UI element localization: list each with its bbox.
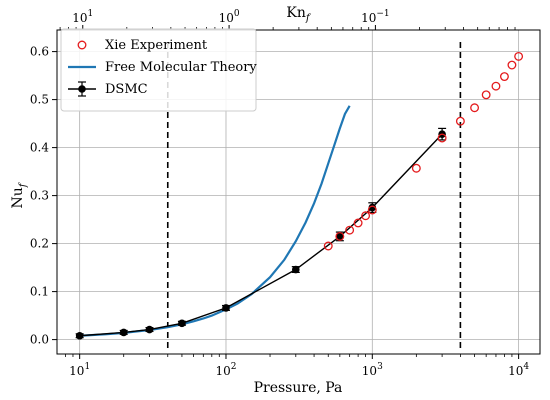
y-tick-label: 0.6	[30, 45, 49, 59]
xie-experiment-point	[514, 51, 524, 61]
xie-experiment-point	[481, 90, 491, 100]
xie-experiment-point	[455, 116, 465, 126]
x-tick-label-base: 10	[69, 364, 84, 378]
legend-entry-label: DSMC	[105, 82, 148, 97]
y-tick-label: 0.4	[30, 141, 49, 155]
plot-series	[75, 51, 524, 340]
top-axis-title: Knf	[286, 5, 311, 24]
x-tick-label-exp: 4	[523, 362, 529, 372]
xie-experiment-point	[491, 81, 501, 91]
free-molecular-theory-line	[79, 105, 351, 337]
xie-experiment-point	[470, 103, 480, 113]
dsmc-point	[119, 328, 128, 337]
xie-experiment-point	[367, 205, 377, 215]
legend-entry-label: Xie Experiment	[105, 38, 208, 53]
x-tick-label-base: 10	[215, 364, 230, 378]
xie-experiment-point	[353, 218, 363, 228]
y-axis-title-main: Nu	[10, 187, 26, 208]
dsmc-point	[291, 265, 300, 274]
xie-experiment-point	[323, 241, 333, 251]
xie-experiment-point	[437, 133, 447, 143]
x-tick-label: 104	[508, 362, 529, 378]
top-tick-label-base: 10	[72, 11, 87, 25]
top-tick-label-base: 10	[219, 11, 234, 25]
legend-marker-xie	[77, 40, 87, 50]
dsmc-point	[336, 232, 344, 241]
legend-marker-dsmc-point	[78, 85, 86, 93]
dsmc-line	[79, 133, 443, 337]
legend: Xie Experiment Free Molecular Theory DSMC	[60, 28, 257, 112]
top-tick-label-exp: −1	[376, 9, 389, 19]
top-tick-label: 100	[219, 9, 240, 25]
x-tick-label-base: 10	[508, 364, 523, 378]
dsmc-point	[75, 331, 84, 340]
y-tick-label: 0.2	[30, 237, 49, 251]
top-tick-label: 10−1	[361, 9, 390, 25]
dsmc-point	[145, 325, 154, 334]
y-axis-title: Nuf	[10, 181, 29, 208]
x-tick-label: 102	[215, 362, 236, 378]
xie-experiment-point	[499, 72, 509, 82]
top-tick-label-exp: 1	[88, 9, 94, 19]
top-axis-title-sub: f	[305, 13, 312, 24]
x-tick-label-base: 10	[362, 364, 377, 378]
x-tick-label-exp: 1	[84, 362, 90, 372]
y-tick-label: 0.1	[30, 285, 49, 299]
top-axis-title-main: Kn	[286, 5, 305, 21]
dsmc-point	[368, 203, 377, 212]
xie-experiment-point	[507, 60, 517, 70]
top-tick-label: 101	[72, 9, 93, 25]
dsmc-point	[178, 319, 186, 328]
x-tick-label: 103	[362, 362, 383, 378]
x-axis-title: Pressure, Pa	[254, 380, 343, 396]
xie-experiment-point	[361, 211, 371, 221]
x-tick-label-exp: 2	[231, 362, 237, 372]
top-tick-label-base: 10	[361, 11, 376, 25]
y-axis-title-sub: f	[18, 181, 29, 188]
y-tick-label: 0.3	[30, 189, 49, 203]
y-tick-label: 0.0	[30, 333, 49, 347]
xie-experiment-point	[411, 163, 421, 173]
xie-experiment-point	[335, 231, 345, 241]
top-tick-label-exp: 0	[234, 9, 240, 19]
x-tick-label-exp: 3	[377, 362, 383, 372]
dsmc-point	[222, 304, 230, 312]
legend-entry-label: Free Molecular Theory	[105, 60, 257, 75]
xie-experiment-point	[345, 225, 355, 235]
y-tick-label: 0.5	[30, 93, 49, 107]
x-tick-label: 101	[69, 362, 90, 378]
legend-box	[60, 28, 257, 112]
